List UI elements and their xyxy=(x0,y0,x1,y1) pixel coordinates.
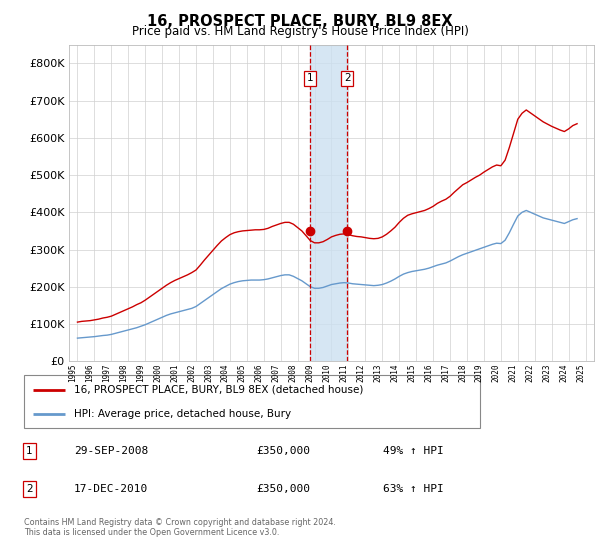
Text: 1996: 1996 xyxy=(85,364,94,382)
Text: 1995: 1995 xyxy=(68,364,77,382)
Text: 16, PROSPECT PLACE, BURY, BL9 8EX: 16, PROSPECT PLACE, BURY, BL9 8EX xyxy=(147,14,453,29)
Text: Price paid vs. HM Land Registry's House Price Index (HPI): Price paid vs. HM Land Registry's House … xyxy=(131,25,469,38)
Text: 1999: 1999 xyxy=(136,364,145,382)
Text: 2011: 2011 xyxy=(340,364,349,382)
Text: 2018: 2018 xyxy=(458,364,467,382)
Text: 2000: 2000 xyxy=(153,364,162,382)
Text: HPI: Average price, detached house, Bury: HPI: Average price, detached house, Bury xyxy=(74,409,291,419)
Text: 2002: 2002 xyxy=(187,364,196,382)
Text: 2003: 2003 xyxy=(204,364,213,382)
Bar xyxy=(310,45,347,361)
Text: 2017: 2017 xyxy=(441,364,450,382)
Text: 1998: 1998 xyxy=(119,364,128,382)
Text: 2005: 2005 xyxy=(238,364,247,382)
Text: 2004: 2004 xyxy=(221,364,230,382)
Text: 1: 1 xyxy=(26,446,33,456)
Text: 2019: 2019 xyxy=(475,364,484,382)
Text: 2024: 2024 xyxy=(560,364,569,382)
Text: 63% ↑ HPI: 63% ↑ HPI xyxy=(383,484,443,494)
Text: £350,000: £350,000 xyxy=(256,446,310,456)
Text: 2001: 2001 xyxy=(170,364,179,382)
Text: 49% ↑ HPI: 49% ↑ HPI xyxy=(383,446,443,456)
Text: 2025: 2025 xyxy=(577,364,586,382)
Text: 16, PROSPECT PLACE, BURY, BL9 8EX (detached house): 16, PROSPECT PLACE, BURY, BL9 8EX (detac… xyxy=(74,385,364,395)
Text: 2010: 2010 xyxy=(323,364,331,382)
Text: 2006: 2006 xyxy=(255,364,264,382)
Text: 29-SEP-2008: 29-SEP-2008 xyxy=(74,446,148,456)
Text: 2008: 2008 xyxy=(289,364,298,382)
Text: 2007: 2007 xyxy=(272,364,281,382)
Text: 2: 2 xyxy=(26,484,33,494)
Text: 2022: 2022 xyxy=(526,364,535,382)
Text: £350,000: £350,000 xyxy=(256,484,310,494)
Text: 2014: 2014 xyxy=(390,364,399,382)
Text: 2015: 2015 xyxy=(407,364,416,382)
Text: 2021: 2021 xyxy=(509,364,518,382)
Text: Contains HM Land Registry data © Crown copyright and database right 2024.
This d: Contains HM Land Registry data © Crown c… xyxy=(24,518,336,538)
Text: 2012: 2012 xyxy=(356,364,365,382)
Text: 2023: 2023 xyxy=(542,364,551,382)
Text: 2: 2 xyxy=(344,73,350,83)
Text: 2009: 2009 xyxy=(305,364,314,382)
Text: 2013: 2013 xyxy=(373,364,382,382)
FancyBboxPatch shape xyxy=(24,375,480,428)
Text: 2016: 2016 xyxy=(424,364,433,382)
Text: 1: 1 xyxy=(307,73,314,83)
Text: 17-DEC-2010: 17-DEC-2010 xyxy=(74,484,148,494)
Text: 2020: 2020 xyxy=(492,364,501,382)
Text: 1997: 1997 xyxy=(103,364,112,382)
